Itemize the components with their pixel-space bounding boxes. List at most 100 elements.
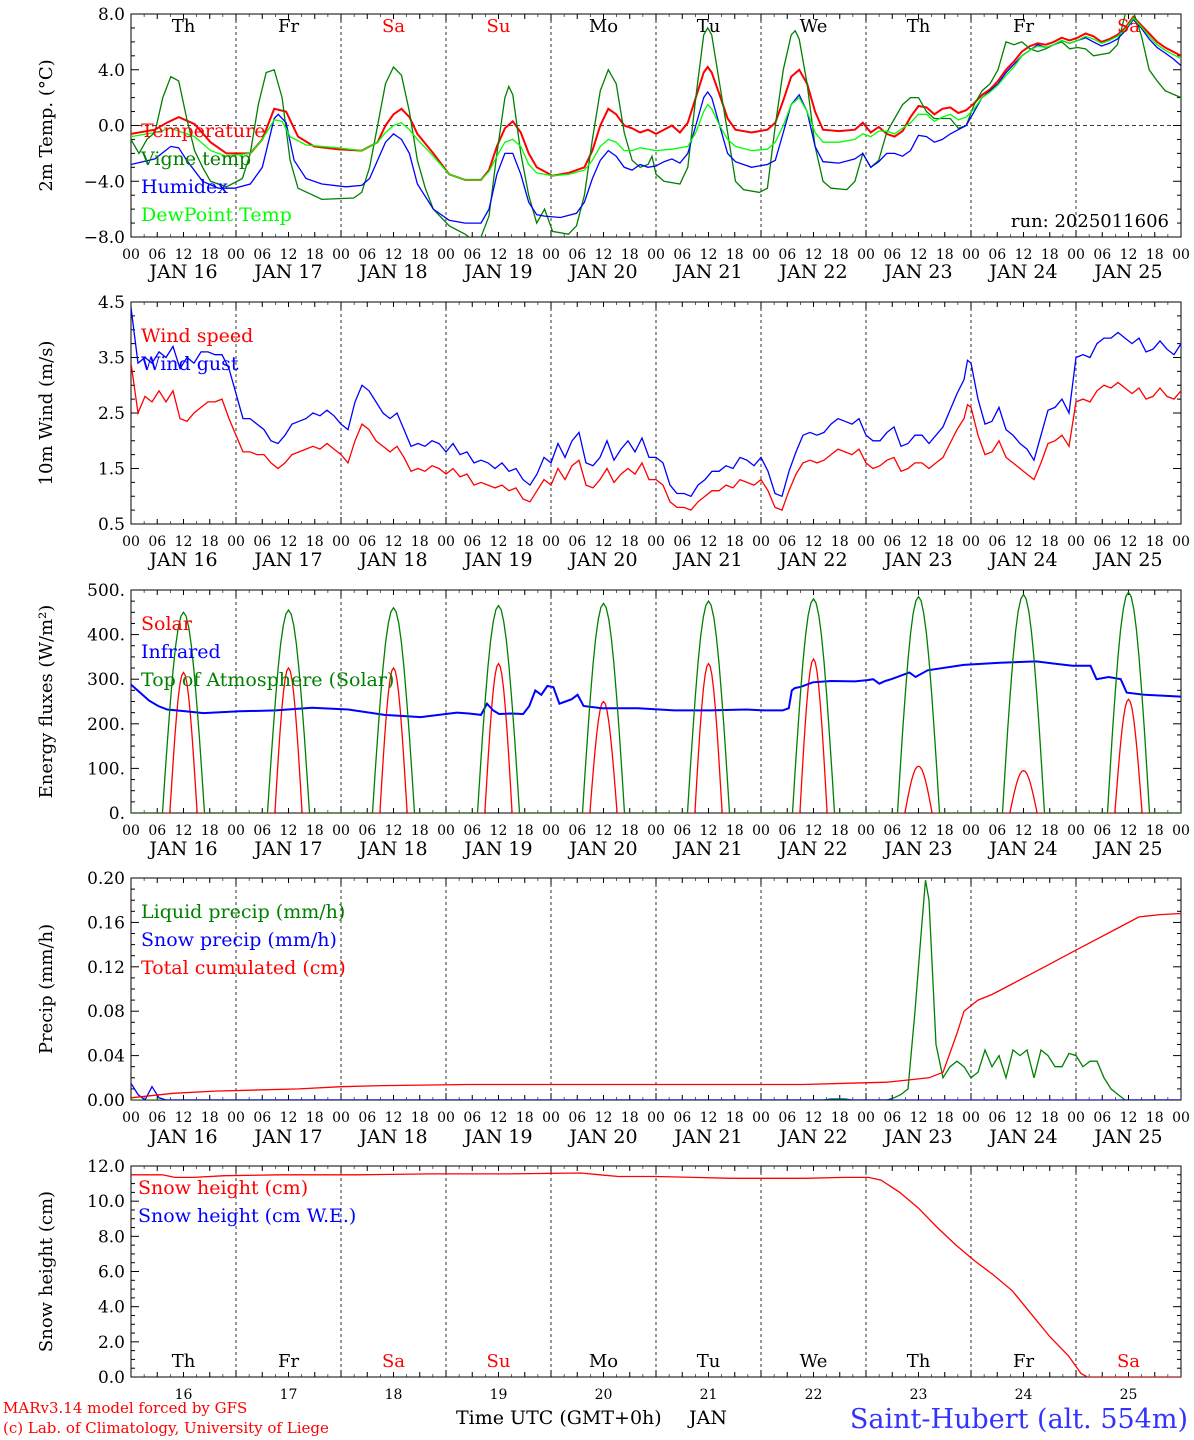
date-label: JAN 22: [777, 549, 847, 571]
weekday-label: Fr: [278, 16, 299, 37]
hour-label: 06: [1093, 247, 1111, 263]
hour-label: 00: [542, 534, 560, 550]
hour-label: 06: [358, 823, 376, 839]
hour-label: 06: [988, 823, 1006, 839]
hour-label: 00: [857, 534, 875, 550]
hour-label: 00: [1172, 823, 1190, 839]
hour-label: 06: [778, 534, 796, 550]
date-label: JAN 18: [357, 549, 427, 571]
date-label: JAN 20: [567, 838, 637, 860]
hour-label: 00: [542, 823, 560, 839]
hour-label: 12: [175, 247, 193, 263]
date-label: JAN 18: [357, 838, 427, 860]
series-group: [131, 14, 1181, 237]
y-tick-label: 2.5: [98, 404, 125, 424]
hour-label: 06: [463, 247, 481, 263]
panel-wind: 4.5 3.5 2.5 1.5 0.5 10m Wind (m/s) Wind speed W…: [36, 293, 1190, 571]
series-snow-precip-mm-h-: [131, 1082, 1181, 1100]
hour-label: 00: [332, 823, 350, 839]
hour-label: 06: [568, 823, 586, 839]
hour-label: 06: [883, 534, 901, 550]
y-tick-label: 0.04: [87, 1047, 125, 1067]
hour-label: 12: [490, 823, 508, 839]
weekday-label: Th: [907, 1351, 931, 1372]
series-infrared: [131, 660, 1181, 719]
hour-label: 18: [726, 1110, 744, 1126]
hour-label: 18: [1146, 1110, 1164, 1126]
series-group: [131, 1172, 1181, 1377]
y-axis-label: Energy fluxes (W/m²): [36, 605, 57, 799]
hour-label: 18: [726, 823, 744, 839]
hour-label: 12: [1120, 1110, 1138, 1126]
day-number-label: 19: [490, 1387, 508, 1403]
date-label: JAN 19: [462, 261, 532, 283]
hour-label: 12: [280, 823, 298, 839]
hour-label: 18: [411, 823, 429, 839]
y-tick-label: 0.16: [87, 913, 125, 933]
series-top-of-atmosphere-solar-: [131, 590, 1181, 813]
weekday-label: Sa: [1117, 16, 1140, 37]
hour-label: 06: [568, 247, 586, 263]
hour-label: 06: [673, 534, 691, 550]
y-tick-label: −8.0: [84, 228, 125, 248]
hour-label: 00: [122, 1110, 140, 1126]
hour-label: 06: [883, 1110, 901, 1126]
hour-label: 18: [516, 247, 534, 263]
hour-label: 00: [122, 534, 140, 550]
hour-label: 06: [673, 247, 691, 263]
hour-label: 00: [437, 1110, 455, 1126]
hour-label: 18: [516, 534, 534, 550]
hour-label: 00: [227, 534, 245, 550]
y-tick-label: 6.0: [98, 1263, 125, 1283]
hour-label: 00: [962, 534, 980, 550]
hour-label: 18: [726, 534, 744, 550]
hour-label: 18: [516, 823, 534, 839]
hour-label: 12: [1015, 1110, 1033, 1126]
hour-label: 12: [490, 534, 508, 550]
hour-label: 00: [647, 1110, 665, 1126]
hour-label: 06: [988, 534, 1006, 550]
hour-label: 12: [910, 823, 928, 839]
date-label: JAN 24: [987, 1126, 1057, 1148]
hour-label: 00: [1067, 1110, 1085, 1126]
date-label: JAN 18: [357, 261, 427, 283]
hour-label: 06: [358, 534, 376, 550]
panel-energy: 500. 400. 300. 200. 100. 0. Energy fluxes (W/m…: [36, 581, 1190, 860]
day-number-label: 20: [595, 1387, 613, 1403]
date-label: JAN 21: [672, 549, 742, 571]
hour-label: 18: [1041, 247, 1059, 263]
series-wind-gust: [131, 307, 1181, 498]
hour-label: 00: [647, 534, 665, 550]
y-tick-label: 1.5: [98, 460, 125, 480]
day-number-label: 22: [805, 1387, 823, 1403]
hour-label: 12: [805, 1110, 823, 1126]
hour-label: 18: [1146, 823, 1164, 839]
date-label: JAN 16: [147, 838, 217, 860]
hour-label: 12: [1015, 247, 1033, 263]
hour-label: 12: [595, 823, 613, 839]
hour-label: 18: [201, 534, 219, 550]
hour-label: 06: [358, 1110, 376, 1126]
day-number-label: 18: [385, 1387, 403, 1403]
hour-label: 00: [332, 1110, 350, 1126]
legend-temperature: Temperature: [141, 120, 265, 142]
run-annotation: run: 2025011606: [1011, 211, 1169, 232]
legend-solar: Solar: [141, 613, 193, 635]
weekday-label: Fr: [278, 1351, 299, 1372]
legend-total-cumulated-cm-: Total cumulated (cm): [141, 957, 346, 979]
date-label: JAN 16: [147, 1126, 217, 1148]
y-tick-label: 200.: [87, 715, 125, 735]
hour-label: 00: [437, 247, 455, 263]
weekday-label: Tu: [697, 1351, 721, 1372]
panel-precip: 0.20 0.16 0.12 0.08 0.04 0.00 Precip (mm/h) Liq…: [36, 869, 1190, 1148]
hour-label: 12: [700, 534, 718, 550]
date-label: JAN 17: [252, 549, 322, 571]
hour-label: 00: [542, 247, 560, 263]
plot-frame: [130, 589, 1182, 814]
hour-label: 06: [778, 247, 796, 263]
hour-label: 12: [700, 823, 718, 839]
hour-label: 12: [1120, 247, 1138, 263]
y-axis-label: 10m Wind (m/s): [36, 341, 57, 486]
y-tick-label: 100.: [87, 759, 125, 779]
hour-label: 06: [148, 247, 166, 263]
